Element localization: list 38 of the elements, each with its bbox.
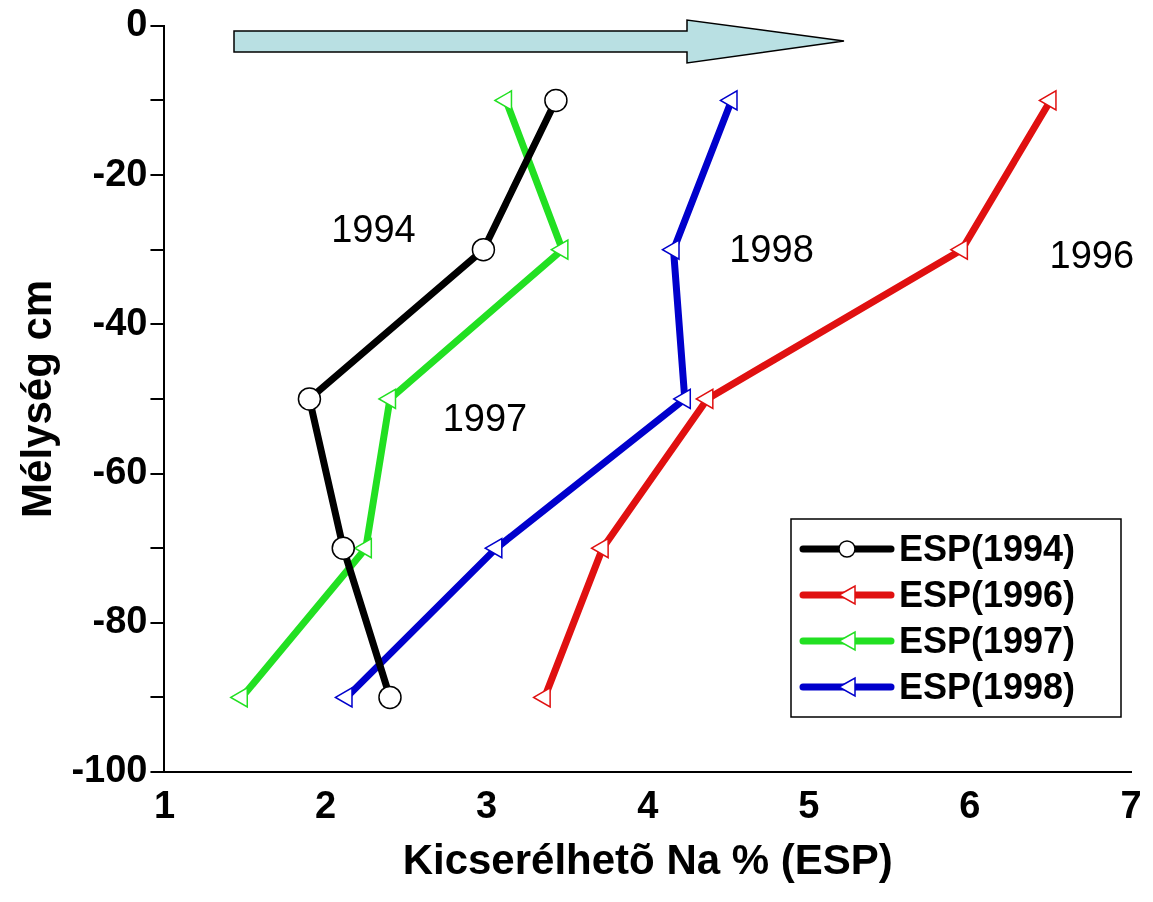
- point: [230, 687, 249, 708]
- point: [719, 90, 738, 111]
- point: [673, 388, 692, 410]
- point: [334, 687, 353, 708]
- y-tick-label: -60: [92, 450, 148, 492]
- annotation: 1997: [442, 397, 528, 440]
- point: [695, 388, 714, 410]
- x-tick-label: 1: [153, 784, 176, 827]
- x-tick-label: 4: [637, 784, 659, 827]
- point: [661, 239, 680, 260]
- point: [378, 388, 397, 410]
- y-tick-label: 0: [126, 2, 148, 45]
- x-tick-label: 5: [798, 784, 820, 827]
- legend-label: ESP(1997): [899, 619, 1076, 661]
- point: [494, 90, 513, 111]
- point: [550, 239, 569, 260]
- y-tick-label: -100: [71, 748, 148, 791]
- point: [354, 537, 373, 559]
- annotation: 1994: [331, 208, 416, 251]
- point: [484, 537, 503, 559]
- legend-label: ESP(1994): [899, 527, 1076, 569]
- x-tick-label: 2: [314, 784, 337, 827]
- point: [532, 687, 551, 708]
- annotation: 1998: [729, 228, 814, 271]
- x-tick-label: 7: [1120, 784, 1142, 827]
- legend-label: ESP(1996): [899, 573, 1076, 615]
- legend-label: ESP(1998): [899, 665, 1076, 707]
- y-tick-label: -20: [92, 151, 148, 194]
- annotation: 1996: [1049, 234, 1135, 277]
- x-tick-label: 3: [476, 784, 498, 827]
- point: [1038, 90, 1057, 111]
- point: [590, 537, 609, 559]
- point: [950, 239, 969, 260]
- y-tick-label: -40: [92, 300, 148, 343]
- y-axis-title: Mélység cm: [12, 279, 60, 518]
- y-tick-label: -80: [92, 599, 148, 642]
- x-axis-title: Kicserélhetõ Na % (ESP): [402, 836, 893, 884]
- x-tick-label: 6: [959, 784, 981, 827]
